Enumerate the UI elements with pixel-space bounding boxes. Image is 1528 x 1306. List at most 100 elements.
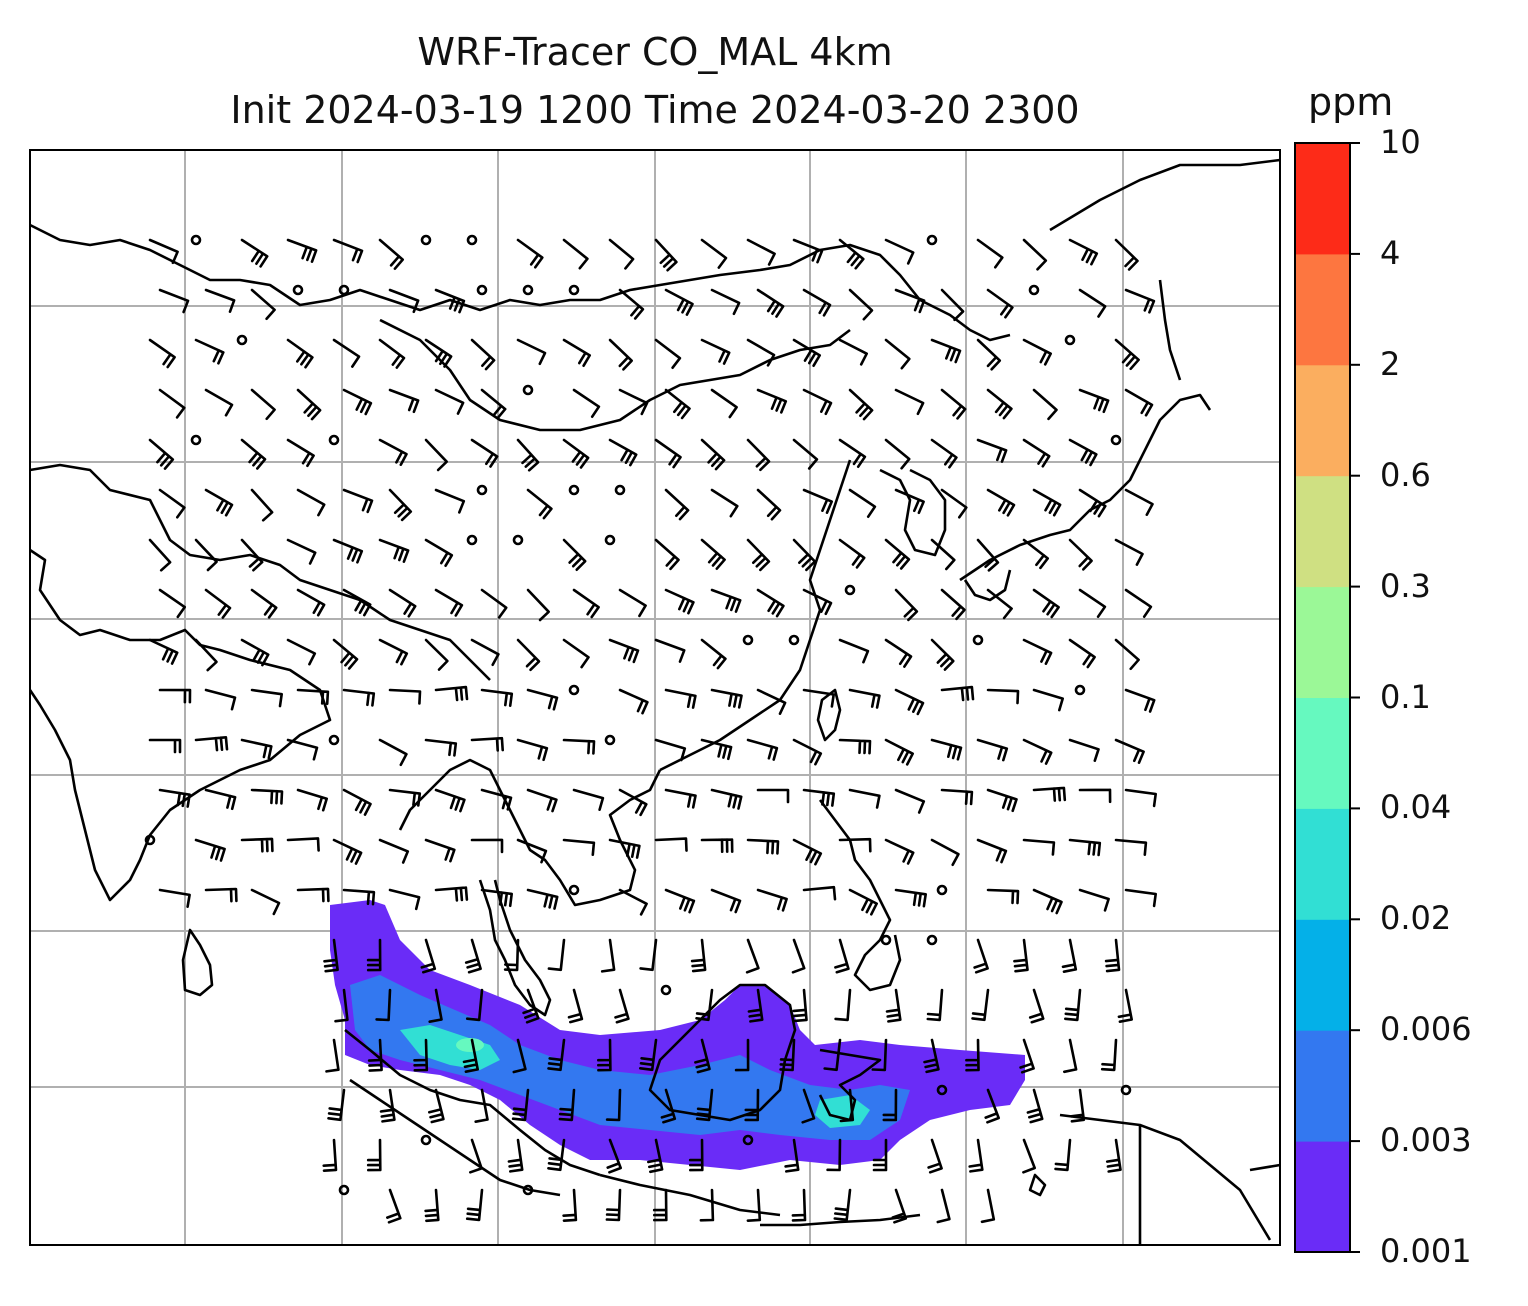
wind-barb: [1022, 1138, 1036, 1174]
calm-wind-marker: [328, 434, 340, 446]
wind-barb: [746, 538, 771, 572]
wind-barb: [342, 688, 376, 707]
wind-barb: [480, 588, 508, 619]
wind-barb: [323, 938, 339, 973]
wind-barb: [710, 488, 739, 518]
wind-barb: [562, 638, 590, 669]
wind-barb: [332, 338, 361, 368]
wind-barb: [710, 888, 742, 914]
wind-barb: [194, 338, 225, 365]
wind-barb: [1124, 588, 1153, 618]
coast-srilanka: [181, 928, 214, 997]
wind-barb: [286, 638, 317, 666]
wind-barb: [204, 388, 234, 417]
wind-barb: [940, 288, 965, 322]
wind-barb: [1124, 488, 1154, 516]
wind-barb: [1114, 238, 1139, 271]
wind-barb: [1032, 588, 1060, 619]
wind-barb: [940, 788, 974, 806]
coast-japan: [959, 393, 1212, 582]
calm-wind-marker: [1028, 284, 1040, 296]
wind-barb: [654, 338, 682, 369]
calm-wind-marker: [1074, 684, 1086, 696]
coast-malay: [478, 879, 552, 1017]
wind-barb: [618, 388, 649, 416]
wind-barb: [342, 888, 376, 906]
wind-barb: [434, 388, 465, 415]
calm-wind-marker: [604, 734, 616, 746]
coast-japan-kyushu: [963, 569, 1012, 602]
wind-barb: [1078, 288, 1107, 318]
colorbar: [1294, 142, 1360, 1253]
wind-barb: [1104, 938, 1121, 973]
wind-barb: [848, 288, 874, 321]
wind-barb: [930, 638, 955, 671]
wind-barb: [327, 1088, 346, 1122]
wind-barb: [526, 588, 550, 622]
wind-barb: [710, 288, 741, 316]
colorbar-segment: [1295, 808, 1350, 920]
wind-barb: [884, 638, 913, 668]
wind-barb: [526, 488, 553, 520]
wind-barb: [694, 1038, 711, 1074]
wind-barb: [756, 788, 790, 804]
wind-barb: [823, 1038, 842, 1072]
wind-barb: [204, 288, 236, 313]
wind-barb: [378, 338, 406, 369]
wind-barb: [286, 837, 320, 852]
calm-wind-marker: [328, 734, 340, 746]
wind-barb: [1124, 688, 1156, 713]
calm-wind-marker: [466, 534, 478, 546]
wind-barb: [250, 388, 276, 421]
wind-barb: [826, 1138, 842, 1172]
wind-barb: [792, 988, 808, 1023]
wind-barb: [562, 738, 596, 755]
wind-barb: [700, 538, 726, 570]
plume-inner-2: [815, 1095, 870, 1128]
wind-barb: [367, 1038, 383, 1072]
wind-barb: [296, 688, 330, 706]
wind-barb: [1022, 438, 1051, 468]
wind-barb: [940, 588, 966, 621]
wind-barb: [608, 838, 641, 859]
wind-barb: [434, 788, 466, 813]
wind-barb: [240, 738, 273, 760]
calm-wind-marker: [144, 834, 156, 846]
wind-barb: [434, 886, 469, 902]
wind-barb: [608, 238, 635, 270]
colorbar-segment: [1295, 364, 1350, 477]
wind-barb: [378, 638, 409, 666]
wind-barb: [366, 938, 382, 972]
wind-barb: [976, 238, 1004, 269]
coast-sakhalin: [1158, 279, 1182, 381]
wind-barb: [756, 588, 785, 618]
calm-wind-marker: [614, 484, 626, 496]
wind-barb: [388, 388, 420, 414]
wind-barb: [986, 788, 1018, 813]
wind-barb: [1032, 688, 1064, 712]
wind-barb: [792, 438, 819, 470]
coast-java: [599, 1173, 781, 1217]
wind-barb: [1124, 888, 1157, 908]
wind-barb: [1032, 888, 1063, 915]
calm-wind-marker: [926, 934, 938, 946]
wind-barb: [688, 1138, 704, 1172]
wind-barb: [756, 288, 785, 318]
wind-barb: [464, 938, 482, 974]
wind-barb: [801, 1088, 816, 1124]
colorbar-tick-label: 0.3: [1380, 566, 1431, 605]
wind-barb: [871, 1038, 888, 1072]
wind-barb: [639, 1038, 658, 1072]
wind-barb: [618, 788, 648, 817]
calm-wind-marker: [338, 284, 350, 296]
wind-barb: [332, 238, 364, 264]
wind-barb: [1078, 788, 1112, 804]
wind-barb: [424, 438, 448, 472]
wind-barb: [927, 1138, 943, 1174]
wind-barb: [1022, 838, 1056, 856]
coast-korea: [879, 468, 947, 557]
wind-barb: [1061, 938, 1078, 973]
wind-barb: [204, 788, 237, 811]
calm-wind-marker: [522, 284, 534, 296]
wind-barb: [930, 838, 960, 867]
